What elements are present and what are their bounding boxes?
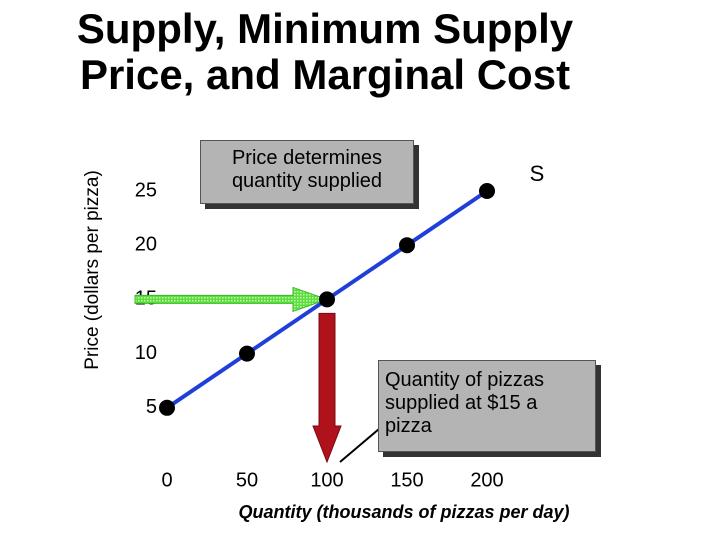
y-tick-label: 20 [135, 233, 157, 255]
y-tick-label: 5 [146, 396, 157, 418]
x-tick-label: 200 [470, 469, 503, 491]
y-tick-label: 10 [135, 342, 157, 364]
point [239, 345, 255, 362]
y-tick-label: 25 [135, 179, 157, 201]
point [319, 291, 335, 308]
point [479, 183, 495, 199]
point [159, 399, 175, 416]
quantity-arrow [312, 312, 342, 464]
price-arrow [134, 286, 329, 313]
series-label: S [530, 161, 545, 186]
point [399, 237, 415, 254]
chart-title: Supply, Minimum Supply Price, and Margin… [76, 5, 574, 98]
annotation: Quantity of pizzas supplied at $15 a piz… [378, 360, 596, 452]
x-axis-label: Quantity (thousands of pizzas per day) [238, 502, 569, 522]
x-tick-label: 150 [390, 469, 423, 491]
annotation: Price determines quantity supplied [200, 140, 414, 204]
x-tick-label: 0 [161, 469, 172, 491]
y-axis-label: Price (dollars per pizza) [82, 170, 103, 370]
x-tick-label: 100 [310, 469, 343, 491]
x-tick-label: 50 [236, 469, 258, 491]
